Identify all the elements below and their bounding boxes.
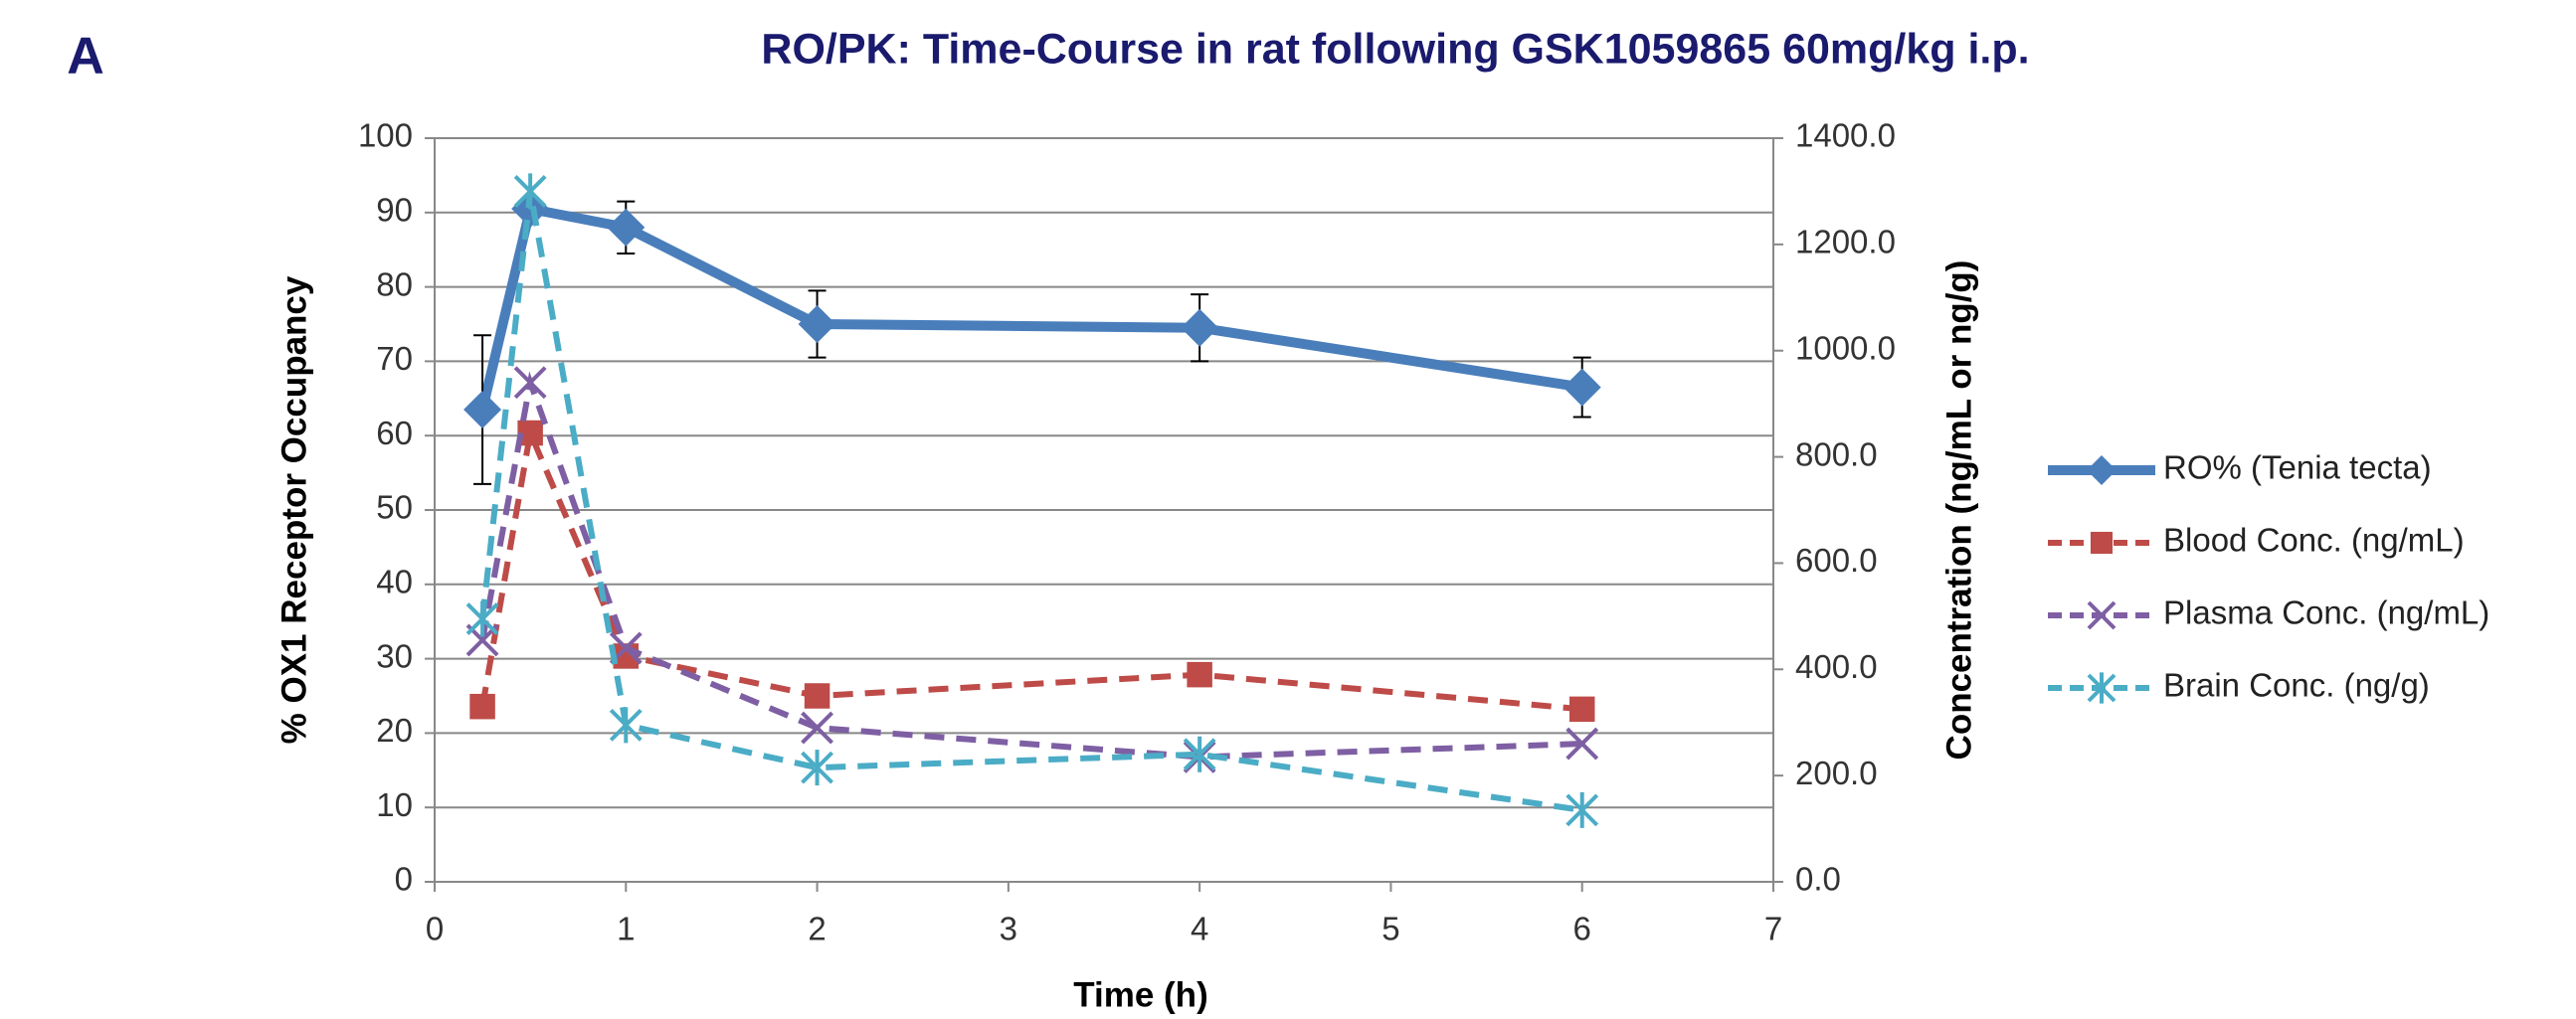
series-line	[479, 190, 1583, 813]
y2-axis-label: Concentration (ng/mL or ng/g)	[1939, 260, 1978, 761]
data-point	[513, 173, 547, 210]
legend-marker	[2090, 531, 2114, 555]
data-point	[801, 750, 833, 786]
data-point	[1183, 736, 1216, 772]
data-point	[463, 391, 502, 429]
y2-tick-label: 0.0	[1795, 861, 1841, 898]
data-point	[1565, 791, 1599, 828]
x-tick-label: 2	[808, 911, 826, 947]
data-point	[801, 711, 833, 745]
x-tick-label: 4	[1191, 911, 1208, 947]
y-tick-label: 90	[376, 192, 413, 229]
data-point	[804, 683, 830, 709]
x-tick-label: 3	[1000, 911, 1017, 947]
data-point	[1187, 661, 1212, 688]
y-tick-label: 70	[376, 340, 413, 377]
y2-tick-label: 800.0	[1795, 435, 1878, 472]
data-point	[513, 366, 547, 400]
legend-label: Brain Conc. (ng/g)	[2163, 667, 2430, 704]
data-point	[1181, 308, 1219, 347]
y-tick-label: 50	[376, 489, 413, 526]
y-tick-label: 30	[376, 637, 413, 674]
y-tick-label: 20	[376, 712, 413, 749]
series-line	[479, 423, 1582, 713]
y-tick-label: 10	[376, 786, 413, 823]
legend-label: RO% (Tenia tecta)	[2163, 449, 2432, 486]
y2-tick-label: 400.0	[1795, 648, 1878, 685]
panel-label: A	[67, 28, 104, 85]
legend-marker	[2087, 672, 2116, 704]
y2-tick-label: 600.0	[1795, 542, 1878, 579]
data-point	[1563, 368, 1601, 407]
data-point	[469, 693, 495, 720]
y-axis-label: % OX1 Receptor Occupancy	[275, 275, 313, 744]
y2-tick-label: 200.0	[1795, 755, 1878, 791]
y2-tick-label: 1200.0	[1795, 224, 1896, 260]
y-tick-label: 80	[376, 265, 413, 302]
x-tick-label: 7	[1764, 911, 1782, 947]
x-axis-label: Time (h)	[1073, 975, 1207, 1014]
data-point	[1568, 696, 1595, 723]
legend-marker	[2087, 455, 2116, 485]
y-tick-label: 100	[358, 117, 413, 154]
data-point	[465, 600, 499, 637]
y-tick-label: 40	[376, 564, 413, 600]
x-tick-label: 6	[1573, 911, 1591, 947]
y-tick-label: 60	[376, 415, 413, 451]
series-line	[479, 371, 1582, 761]
legend-label: Plasma Conc. (ng/mL)	[2163, 594, 2489, 631]
legend-marker	[2087, 600, 2116, 630]
data-point	[607, 208, 645, 247]
y2-tick-label: 1000.0	[1795, 329, 1896, 366]
series-line	[477, 203, 1583, 412]
legend-label: Blood Conc. (ng/mL)	[2163, 522, 2465, 559]
data-point	[609, 707, 643, 744]
x-tick-label: 5	[1381, 911, 1399, 947]
data-point	[798, 305, 836, 343]
x-tick-label: 1	[617, 911, 635, 947]
x-tick-label: 0	[426, 911, 444, 947]
data-point	[1565, 727, 1599, 761]
y2-tick-label: 1400.0	[1795, 117, 1896, 154]
chart-title: RO/PK: Time-Course in rat following GSK1…	[761, 25, 2029, 73]
y-tick-label: 0	[395, 861, 413, 898]
